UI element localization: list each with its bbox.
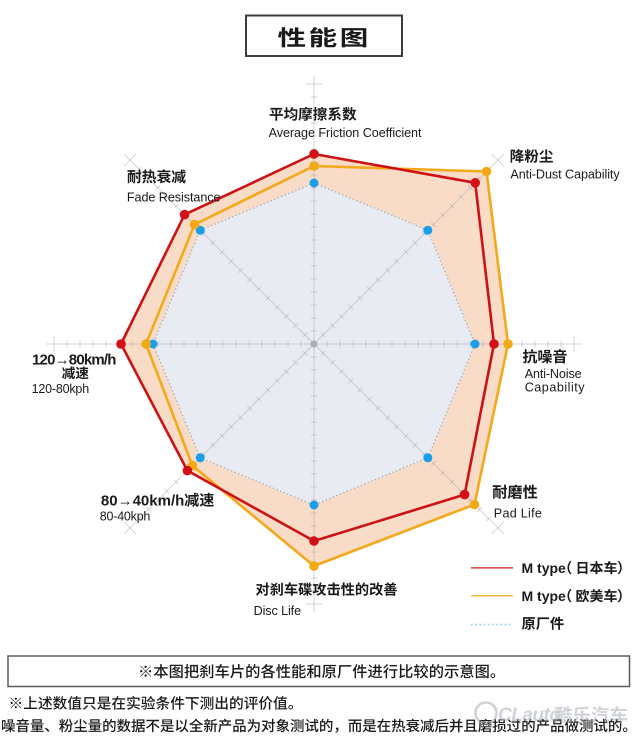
svg-text:M type: M type xyxy=(522,560,567,576)
svg-text:Anti-Dust Capability: Anti-Dust Capability xyxy=(510,168,620,182)
svg-text:Pad Life: Pad Life xyxy=(494,507,542,521)
svg-text:Disc Life: Disc Life xyxy=(254,604,301,618)
svg-text:120→80km/h: 120→80km/h xyxy=(32,352,116,369)
svg-text:Average Friction Coefficient: Average Friction Coefficient xyxy=(269,126,422,140)
svg-text:80-40kph: 80-40kph xyxy=(100,510,151,524)
svg-text:Anti-Noise: Anti-Noise xyxy=(525,367,582,381)
svg-text:Capability: Capability xyxy=(525,381,586,395)
svg-text:M type: M type xyxy=(522,588,567,604)
svg-text:CLauto: CLauto xyxy=(498,705,560,726)
svg-text:80→40km/h: 80→40km/h xyxy=(101,493,184,510)
svg-text:Fade Resistance: Fade Resistance xyxy=(127,191,221,205)
svg-text:120-80kph: 120-80kph xyxy=(32,382,90,396)
